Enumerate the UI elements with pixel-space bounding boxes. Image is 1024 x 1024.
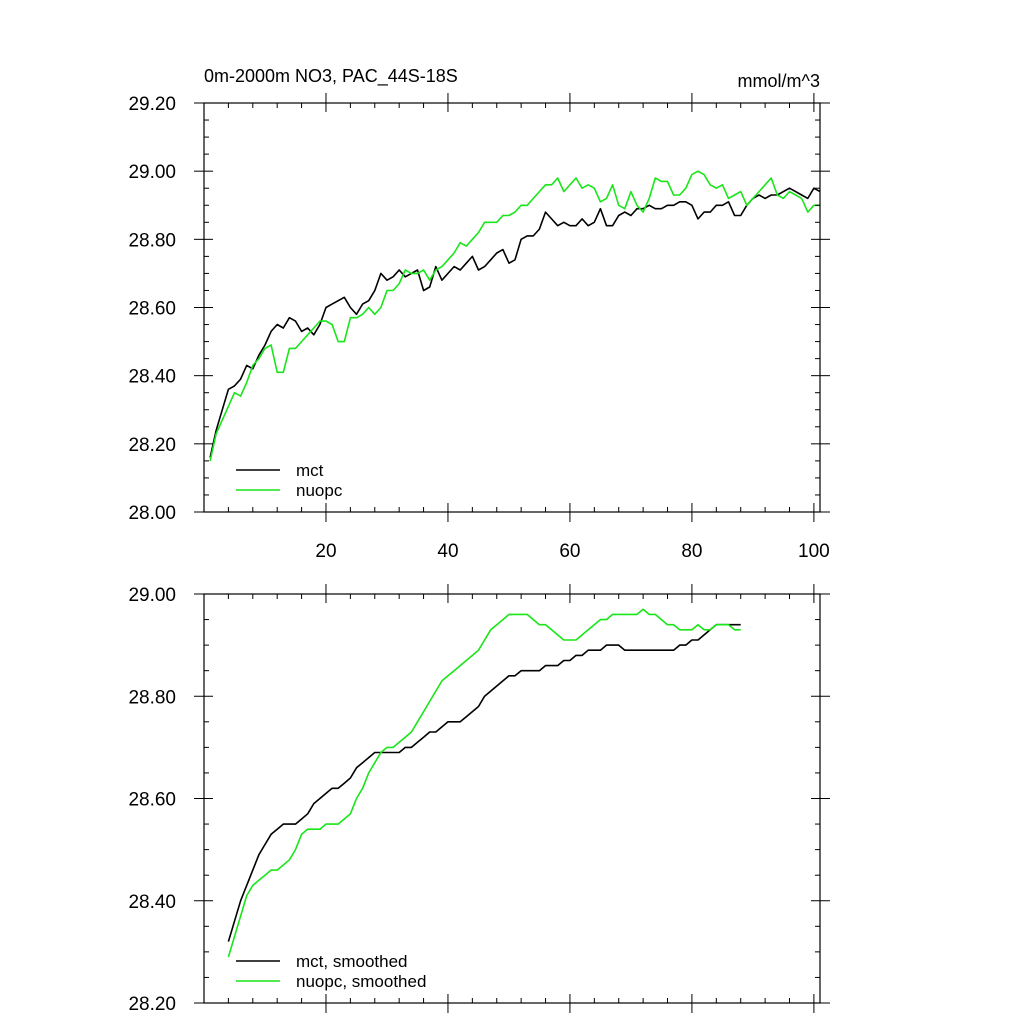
y-tick-label: 28.80 [128, 230, 176, 251]
legend-label: mct [296, 461, 324, 480]
y-tick-label: 28.20 [128, 435, 176, 456]
y-tick-label: 28.40 [128, 892, 176, 913]
x-tick-label: 80 [681, 541, 702, 562]
series-line-mct [209, 187, 821, 458]
y-tick-label: 28.00 [128, 503, 176, 524]
legend-label: nuopc, smoothed [296, 972, 426, 991]
y-tick-label: 29.00 [128, 162, 176, 183]
y-tick-label: 28.60 [128, 790, 176, 811]
x-tick-label: 60 [559, 541, 580, 562]
y-tick-label: 28.60 [128, 299, 176, 320]
y-tick-label: 29.00 [128, 585, 176, 606]
y-tick-label: 28.20 [128, 994, 176, 1015]
y-tick-label: 28.80 [128, 687, 176, 708]
plot-frame [203, 102, 821, 513]
y-tick-label: 29.20 [128, 94, 176, 115]
legend-label: mct, smoothed [296, 952, 408, 971]
series-line-mct-smoothed [227, 623, 741, 942]
chart-2: 28.20 28.40 28.60 28.80 29.00 mct, smoothednu… [128, 584, 830, 1015]
plot-frame [203, 593, 821, 1004]
series-line-nuopc [209, 170, 820, 462]
series-line-nuopc-smoothed [227, 608, 741, 958]
chart-1: 20 40 60 80 100 28.00 28.20 28.40 28.60 28.80 29.0… [128, 66, 830, 562]
x-tick-label: 40 [437, 541, 458, 562]
y-tick-label: 28.40 [128, 367, 176, 388]
x-tick-label: 20 [315, 541, 336, 562]
chart-title: 0m-2000m NO3, PAC_44S-18S [204, 66, 458, 87]
legend-label: nuopc [296, 481, 343, 500]
chart-units: mmol/m^3 [738, 71, 820, 91]
x-tick-label: 100 [798, 541, 830, 562]
